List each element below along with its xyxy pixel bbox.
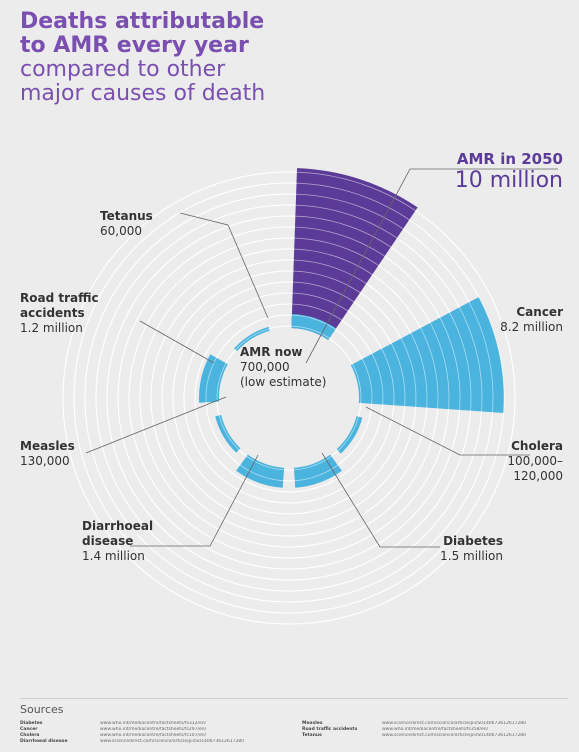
label-cancer-value: 8.2 million — [500, 320, 563, 334]
sources-left-column: Diabetes www.who.int/mediacentre/factshee… — [20, 721, 286, 745]
source-row: Cancer www.who.int/mediacentre/factsheets… — [20, 727, 286, 733]
source-key: Measles — [302, 721, 323, 726]
source-key: Cholera — [20, 733, 40, 738]
label-measles: Measles 130,000 — [20, 439, 75, 469]
center-hole — [220, 329, 358, 467]
label-road-value: 1.2 million — [20, 321, 83, 335]
bar-cholera — [336, 416, 363, 454]
source-key: Tetanus — [302, 733, 322, 738]
label-amr-now: AMR now 700,000 (low estimate) — [240, 345, 326, 390]
label-cancer-name: Cancer — [516, 305, 563, 319]
grid-ring-overlay — [205, 314, 373, 482]
bar-tetanus — [234, 326, 270, 352]
label-diarrhoeal-name-2: disease — [82, 534, 134, 548]
label-amr-now-note: (low estimate) — [240, 375, 327, 389]
label-amr-now-name: AMR now — [240, 345, 303, 359]
label-amr-now-value: 700,000 — [240, 360, 290, 374]
label-cholera-value-2: 120,000 — [513, 469, 563, 483]
grid-ring-overlay — [194, 303, 384, 493]
label-tetanus-name: Tetanus — [100, 209, 153, 223]
label-amr-2050-value: 10 million — [454, 168, 563, 193]
grid-ring-overlay — [139, 248, 439, 548]
source-row: Diarrhoeal disease www.sciencedirect.com/… — [20, 739, 286, 745]
leader-diabetes — [321, 452, 440, 548]
label-measles-value: 130,000 — [20, 454, 70, 468]
source-url[interactable]: www.sciencedirect.com/science/article/pi… — [382, 733, 527, 738]
grid-ring-overlay — [128, 237, 450, 559]
label-road: Road traffic accidents 1.2 million — [20, 291, 99, 336]
leader-road — [139, 320, 215, 364]
label-cancer: Cancer 8.2 million — [500, 305, 563, 335]
leader-cholera — [365, 406, 530, 456]
label-diabetes-name: Diabetes — [443, 534, 503, 548]
grid-ring-overlay — [150, 259, 428, 537]
label-cholera: Cholera 100,000– 120,000 — [507, 439, 563, 484]
title-line-1: Deaths attributable — [20, 9, 265, 34]
grid-ring-overlay — [216, 325, 362, 471]
source-url[interactable]: www.who.int/mediacentre/factsheets/fs312… — [100, 721, 207, 726]
title-line-4: major causes of death — [20, 81, 266, 106]
source-row: Diabetes www.who.int/mediacentre/factshee… — [20, 721, 286, 727]
grid-ring-overlay — [106, 215, 472, 581]
sources-section: Sources Diabetes www.who.int/mediacentre/… — [20, 698, 568, 745]
label-cholera-value: 100,000– — [507, 454, 563, 468]
chart-title: Deaths attributable to AMR every year co… — [20, 10, 320, 106]
leader-diarrhoeal — [130, 454, 259, 547]
sources-right-column: Measles www.sciencedirect.com/science/art… — [302, 721, 568, 745]
title-line-2: to AMR every year — [20, 33, 249, 58]
label-diarrhoeal-value: 1.4 million — [82, 549, 145, 563]
grid-ring-overlay — [73, 182, 505, 614]
label-road-name-2: accidents — [20, 306, 85, 320]
label-measles-name: Measles — [20, 439, 75, 453]
source-key: Road traffic accidents — [302, 727, 358, 732]
grid-ring-overlay — [172, 281, 406, 515]
source-key: Cancer — [20, 727, 38, 732]
grid-ring-overlay — [84, 193, 494, 603]
sources-heading: Sources — [20, 703, 64, 716]
leader-amr2050 — [305, 168, 558, 364]
bar-amr-now — [291, 314, 336, 340]
source-url[interactable]: www.sciencedirect.com/science/article/pi… — [382, 721, 527, 726]
bars — [62, 168, 516, 625]
label-diabetes: Diabetes 1.5 million — [440, 534, 503, 564]
bar-measles — [215, 414, 241, 453]
label-tetanus-value: 60,000 — [100, 224, 142, 238]
source-key: Diabetes — [20, 721, 43, 726]
grid-ring-overlay — [62, 171, 516, 625]
grid-ring-overlay — [161, 270, 417, 526]
source-row: Cholera www.who.int/mediacentre/factsheet… — [20, 733, 286, 739]
label-cholera-name: Cholera — [511, 439, 563, 453]
bar-amr-2050 — [291, 168, 418, 340]
grid-ring-overlay — [117, 226, 461, 570]
grid-ring-overlay — [95, 204, 483, 592]
leader-tetanus — [179, 212, 269, 319]
label-amr-2050: AMR in 2050 10 million — [455, 150, 563, 194]
grid-ring-overlay — [183, 292, 395, 504]
label-diarrhoeal: Diarrhoeal disease 1.4 million — [82, 519, 153, 564]
label-road-name: Road traffic — [20, 291, 99, 305]
label-amr-2050-name: AMR in 2050 — [456, 150, 563, 168]
source-row: Measles www.sciencedirect.com/science/art… — [302, 721, 568, 727]
label-tetanus: Tetanus 60,000 — [100, 209, 153, 239]
leader-lines — [85, 168, 558, 548]
source-url[interactable]: www.sciencedirect.com/science/article/pi… — [100, 739, 245, 744]
source-url[interactable]: www.who.int/mediacentre/factsheets/fs297… — [100, 727, 207, 732]
label-diarrhoeal-name: Diarrhoeal — [82, 519, 154, 533]
source-url[interactable]: www.who.int/mediacentre/factsheets/fs358… — [382, 727, 489, 732]
bar-cancer — [350, 297, 505, 414]
label-diabetes-value: 1.5 million — [440, 549, 503, 563]
source-row: Tetanus www.sciencedirect.com/science/art… — [302, 733, 568, 739]
source-key: Diarrhoeal disease — [20, 739, 68, 744]
source-row: Road traffic accidents www.who.int/mediac… — [302, 727, 568, 733]
leader-measles — [85, 396, 227, 454]
title-line-3: compared to other — [20, 57, 226, 82]
source-url[interactable]: www.who.int/mediacentre/factsheets/fs107… — [100, 733, 207, 738]
